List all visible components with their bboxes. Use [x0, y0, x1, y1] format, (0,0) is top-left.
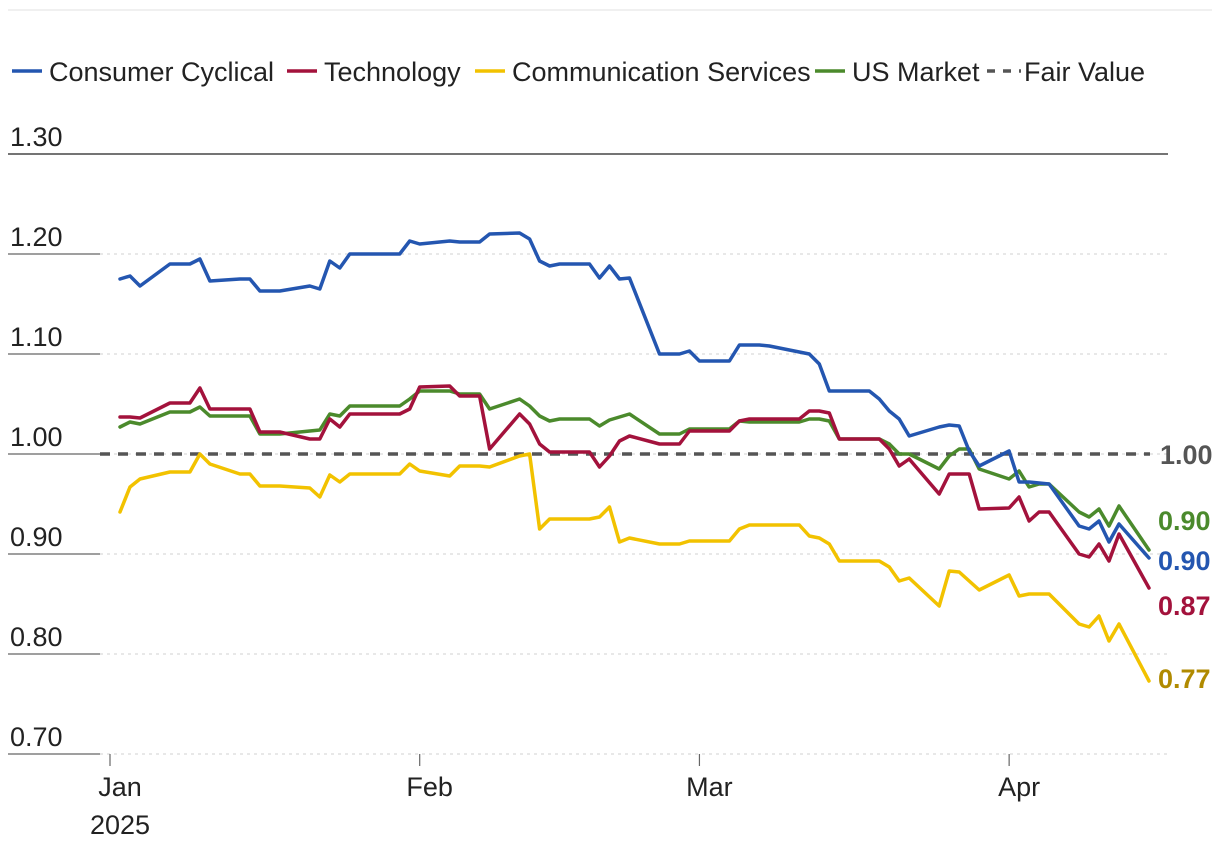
fair-value-label: 1.00 — [1160, 440, 1213, 470]
legend-label: US Market — [852, 57, 980, 87]
legend-item: Communication Services — [475, 57, 811, 87]
y-axis-ticks: 1.30 1.20 1.10 1.00 0.90 0.80 0.70 — [10, 122, 63, 752]
y-tick-label: 1.10 — [10, 322, 63, 352]
legend-label: Technology — [324, 57, 461, 87]
y-tick-label: 1.00 — [10, 422, 63, 452]
series-end-labels: 0.90 0.90 0.87 0.77 — [1158, 506, 1211, 694]
x-tick-label: Jan — [98, 772, 142, 802]
series-line-us-market — [118, 389, 1151, 552]
legend-item: Consumer Cyclical — [12, 57, 274, 87]
x-tick-label: Apr — [998, 772, 1040, 802]
end-label-us-market: 0.90 — [1158, 506, 1211, 536]
fair-value-reference: 1.00 — [100, 440, 1213, 470]
chart-legend: Consumer Cyclical Technology Communication… — [8, 9, 1212, 87]
x-tick-label: Mar — [686, 772, 733, 802]
end-label-communication-services: 0.77 — [1158, 664, 1211, 694]
series-line-consumer-cyclical — [118, 231, 1151, 560]
end-label-technology: 0.87 — [1158, 591, 1211, 621]
y-tick-label: 1.20 — [10, 222, 63, 252]
x-axis-ticks: Jan 2025 Feb Mar Apr — [90, 754, 1040, 840]
legend-item: US Market — [815, 57, 980, 87]
legend-label: Consumer Cyclical — [49, 57, 274, 87]
y-tick-label: 1.30 — [10, 122, 63, 152]
y-tick-label: 0.90 — [10, 522, 63, 552]
legend-item: Technology — [287, 57, 461, 87]
y-tick-label: 0.70 — [10, 722, 63, 752]
legend-label: Fair Value — [1024, 57, 1145, 87]
legend-label: Communication Services — [512, 57, 811, 87]
x-tick-label: Feb — [406, 772, 453, 802]
y-tick-label: 0.80 — [10, 622, 63, 652]
legend-item: Fair Value — [987, 57, 1145, 87]
x-tick-sublabel: 2025 — [90, 810, 150, 840]
end-label-consumer-cyclical: 0.90 — [1158, 546, 1211, 576]
chart-series — [118, 231, 1151, 683]
series-line-communication-services — [118, 452, 1151, 683]
series-line-technology — [118, 384, 1151, 590]
